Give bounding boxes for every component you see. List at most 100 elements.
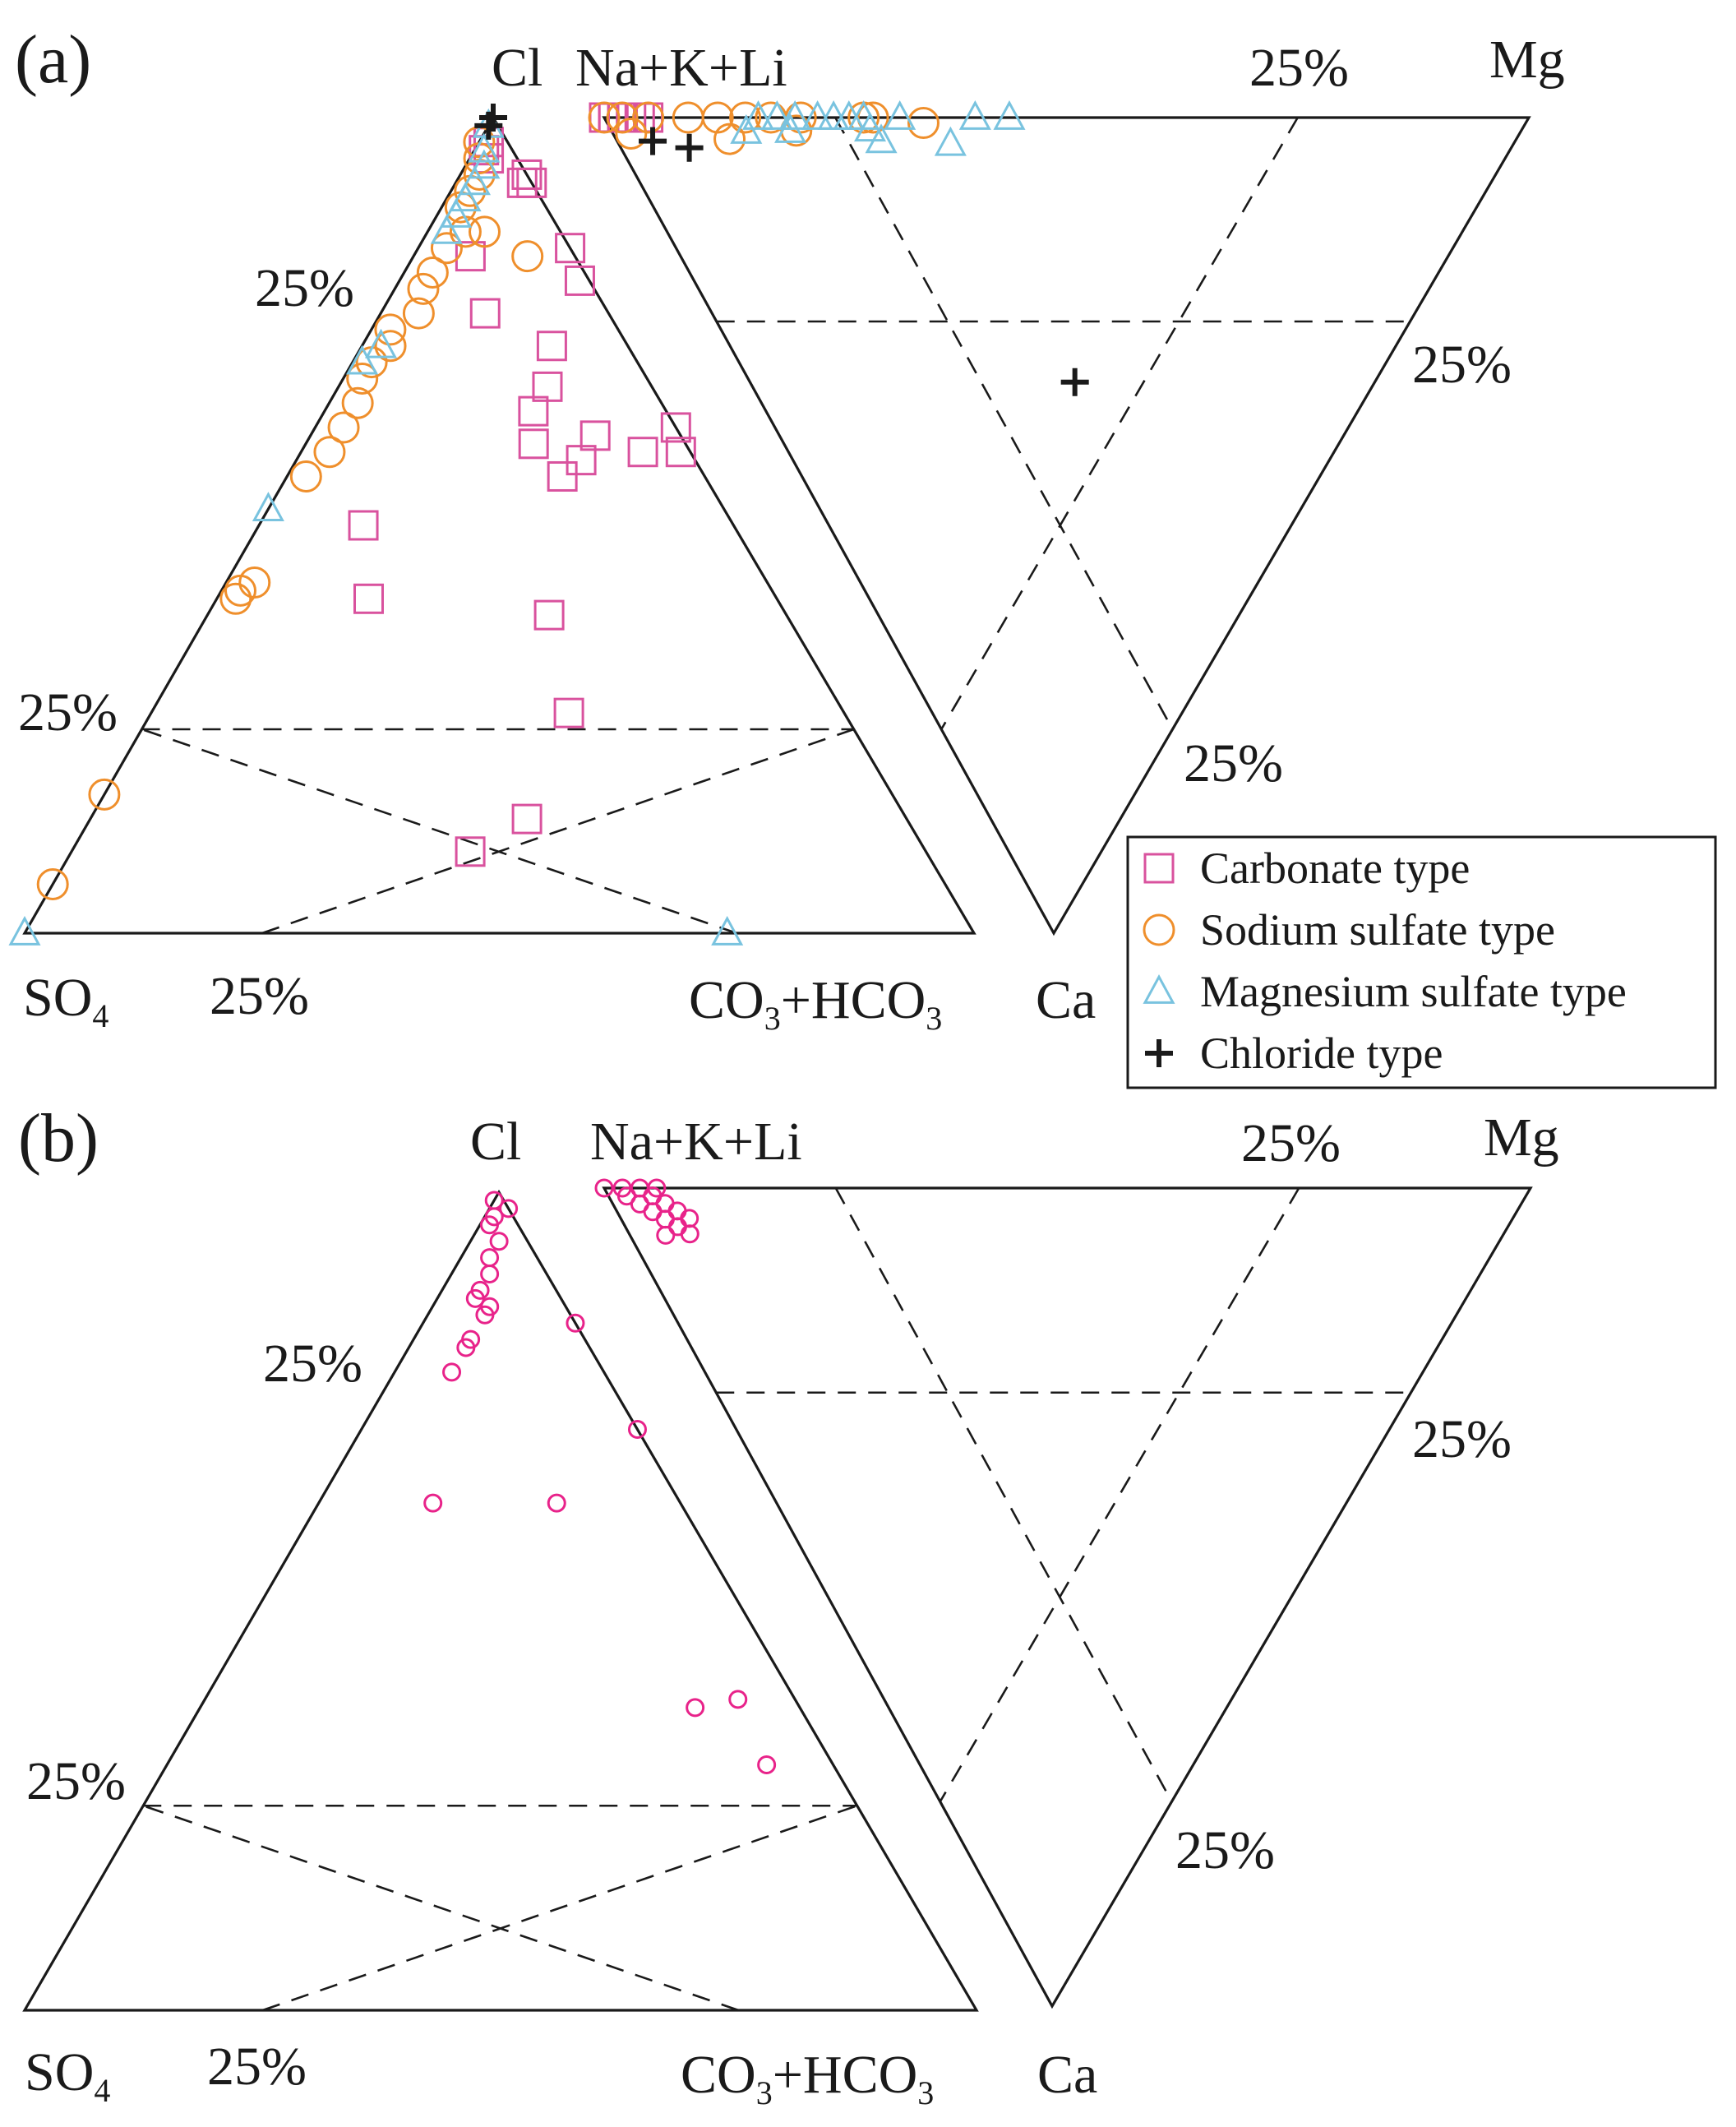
anion-point-sodium-sulfate-type-22	[469, 215, 501, 248]
anion-point-series-0-5	[480, 1248, 500, 1268]
anion-apex-label-cl: Cl	[492, 38, 542, 98]
anion-point-sodium-sulfate-type-7	[416, 256, 449, 289]
anion-point-carbonate-type-7	[555, 233, 586, 264]
cation-point-series-0-9	[667, 1201, 687, 1221]
pct-tick-label-pbot: 25%	[210, 966, 309, 1026]
cation-point-magnesium-sulfate-type-2	[778, 100, 811, 130]
cation-point-series-0-10	[655, 1209, 675, 1229]
anion-point-sodium-sulfate-type-20	[219, 582, 252, 615]
anion-point-carbonate-type-3	[511, 159, 542, 190]
anion-point-magnesium-sulfate-type-10	[8, 916, 41, 946]
legend-marker-sodium_sulfate	[1143, 913, 1175, 946]
anion-point-sodium-sulfate-type-9	[402, 297, 435, 330]
anion-point-carbonate-type-5	[506, 167, 538, 198]
anion-apex-label-so4: SO4	[23, 968, 108, 1034]
anion-point-carbonate-type-22	[533, 599, 565, 631]
anion-point-sodium-sulfate-type-10	[374, 313, 407, 346]
legend-marker-chloride	[1145, 1039, 1173, 1067]
legend: Carbonate type Sodium sulfate type Magnesi…	[1126, 835, 1717, 1089]
anion-point-magnesium-sulfate-type-6	[430, 214, 463, 244]
anion-point-carbonate-type-24	[511, 803, 542, 835]
pct-tick-label-prightu: 25%	[1412, 335, 1512, 395]
legend-label-chloride: Chloride type	[1200, 1029, 1443, 1078]
pct-tick-label-pleftl: 25%	[26, 1751, 126, 1811]
anion-apex-label-cl: Cl	[470, 1112, 521, 1172]
cation-gridline-1	[939, 1187, 1300, 1802]
anion-point-carbonate-type-19	[547, 460, 578, 492]
cation-point-series-0-11	[680, 1209, 699, 1228]
cation-gridline-1	[940, 117, 1299, 730]
anion-point-sodium-sulfate-type-19	[224, 574, 256, 607]
cation-apex-label-nakli: Na+K+Li	[575, 38, 787, 98]
cation-gridline-2	[834, 1187, 1173, 1802]
cation-point-chloride-type-1	[675, 133, 704, 162]
pct-tick-label-pleftu: 25%	[255, 258, 354, 318]
anion-point-sodium-sulfate-type-17	[289, 460, 322, 492]
cation-point-series-0-12	[668, 1217, 687, 1237]
pct-tick-label-prightl: 25%	[1184, 733, 1283, 793]
anion-point-carbonate-type-9	[469, 298, 501, 329]
cation-point-magnesium-sulfate-type-12	[853, 112, 887, 142]
cation-point-magnesium-sulfate-type-0	[741, 100, 775, 130]
cation-triangle-frame	[602, 1186, 1533, 2009]
data-points	[8, 100, 1089, 946]
cation-apex-label-ca: Ca	[1037, 2045, 1097, 2105]
pct-tick-label-pleftl: 25%	[18, 682, 118, 742]
anion-point-series-0-12	[456, 1338, 476, 1357]
legend-label-carbonate: Carbonate type	[1200, 844, 1470, 893]
pct-tick-label-ptopr: 25%	[1241, 1113, 1341, 1173]
cation-gridline-2	[834, 117, 1174, 730]
cation-point-sodium-sulfate-type-0	[588, 101, 621, 134]
legend-label-magnesium_sulfate: Magnesium sulfate type	[1200, 967, 1627, 1016]
anion-point-carbonate-type-13	[518, 428, 549, 460]
cation-point-sodium-sulfate-type-13	[615, 117, 648, 150]
cation-point-magnesium-sulfate-type-8	[958, 100, 991, 130]
anion-gridline-1	[262, 1805, 858, 2012]
anion-point-carbonate-type-21	[353, 583, 384, 614]
anion-point-magnesium-sulfate-type-4	[449, 182, 482, 212]
legend-label-sodium_sulfate: Sodium sulfate type	[1200, 905, 1555, 955]
cation-point-chloride-type-2	[1060, 368, 1089, 396]
anion-point-carbonate-type-25	[455, 836, 486, 867]
anion-apex-label-co3-hco3: CO3+HCO3	[681, 2045, 934, 2111]
cation-point-series-0-13	[680, 1224, 699, 1244]
anion-point-chloride-type-1	[479, 104, 507, 132]
anion-point-carbonate-type-20	[348, 510, 379, 541]
anion-point-series-0-6	[480, 1265, 500, 1283]
anion-apex-label-so4: SO4	[25, 2042, 110, 2109]
anion-point-series-0-1	[499, 1199, 519, 1218]
anion-point-series-0-14	[566, 1313, 585, 1333]
panel-a: (a) Cl Na+K+Li Mg SO4 CO3+HCO3 Ca 25% 25% 25% 25% 2…	[8, 21, 1565, 1037]
anion-point-carbonate-type-18	[566, 445, 597, 476]
anion-apex-label-co3-hco3: CO3+HCO3	[689, 970, 942, 1037]
anion-point-carbonate-type-23	[553, 697, 584, 728]
cation-point-magnesium-sulfate-type-3	[801, 100, 834, 130]
data-points	[423, 1178, 777, 1774]
legend-marker-carbonate	[1143, 853, 1175, 884]
cation-point-sodium-sulfate-type-1	[606, 101, 639, 134]
anion-point-magnesium-sulfate-type-2	[468, 149, 501, 179]
anion-point-carbonate-type-10	[536, 331, 567, 362]
anion-point-carbonate-type-14	[660, 412, 691, 443]
cation-apex-label-mg: Mg	[1489, 30, 1565, 90]
anion-point-series-0-3	[480, 1215, 499, 1235]
anion-point-series-0-16	[423, 1493, 443, 1513]
anion-point-series-0-13	[442, 1362, 462, 1382]
cation-point-sodium-sulfate-type-4	[701, 101, 734, 134]
cation-point-magnesium-sulfate-type-9	[993, 100, 1026, 130]
anion-point-carbonate-type-8	[564, 265, 595, 296]
cation-point-sodium-sulfate-type-5	[729, 101, 762, 134]
cation-point-magnesium-sulfate-type-14	[934, 126, 967, 156]
anion-point-sodium-sulfate-type-6	[430, 232, 463, 265]
cation-point-sodium-sulfate-type-2	[632, 101, 665, 134]
anion-point-series-0-17	[547, 1493, 566, 1513]
anion-point-magnesium-sulfate-type-8	[346, 344, 379, 375]
cation-point-magnesium-sulfate-type-1	[760, 100, 793, 130]
cation-apex-label-nakli: Na+K+Li	[590, 1112, 802, 1172]
anion-triangle-frame	[22, 1189, 979, 2012]
anion-point-carbonate-type-16	[627, 437, 658, 468]
anion-point-sodium-sulfate-type-15	[327, 411, 360, 444]
cation-apex-label-ca: Ca	[1036, 970, 1096, 1030]
